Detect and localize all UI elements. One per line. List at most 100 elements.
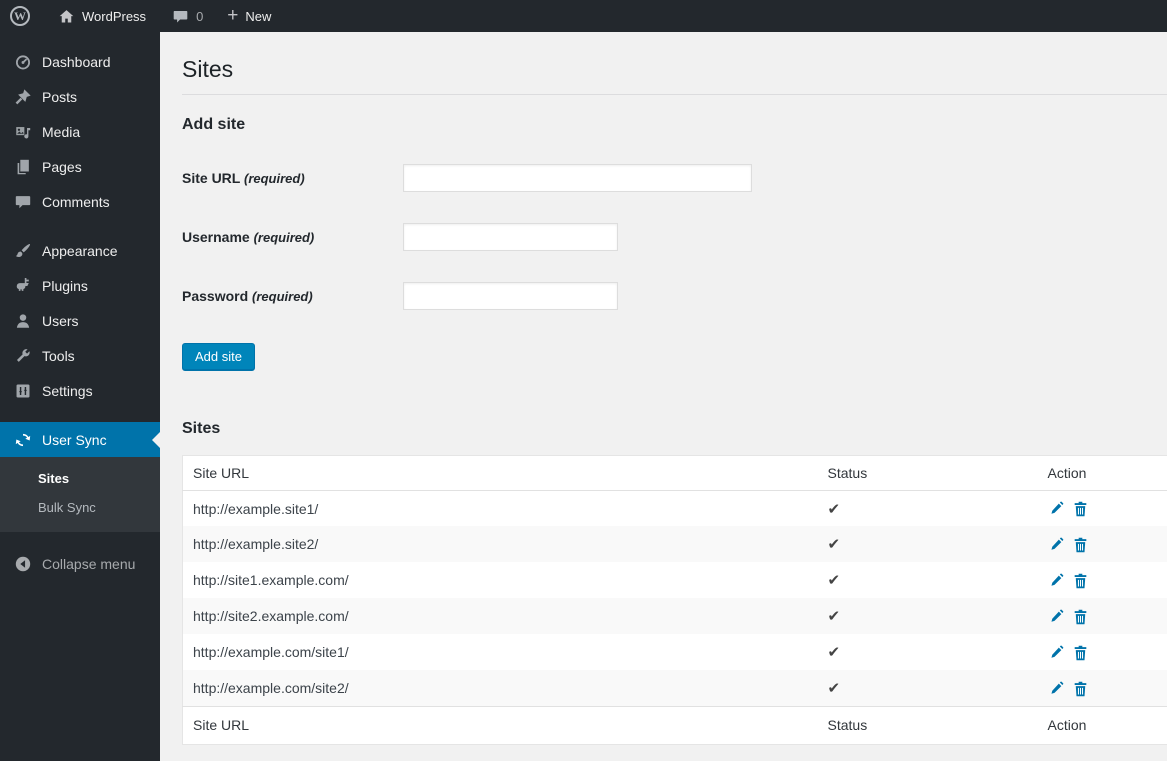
sidebar-item-comments[interactable]: Comments: [0, 184, 160, 219]
wrench-icon: [13, 346, 32, 365]
sidebar-item-posts[interactable]: Posts: [0, 79, 160, 114]
footer-site-url: Site URL: [182, 705, 818, 745]
pages-icon: [13, 157, 32, 176]
sidebar-item-label: Users: [42, 312, 79, 329]
delete-site-button[interactable]: [1073, 681, 1088, 697]
dashboard-icon: [13, 52, 32, 71]
sidebar-item-label: Appearance: [42, 242, 118, 259]
edit-site-button[interactable]: [1048, 645, 1064, 661]
pencil-icon: [1048, 501, 1064, 517]
site-url-cell: http://example.site2/: [193, 536, 319, 553]
edit-site-button[interactable]: [1048, 681, 1064, 697]
action-cell: [1038, 526, 1167, 562]
required-note: (required): [252, 288, 313, 304]
media-icon: [13, 122, 32, 141]
site-name-menu[interactable]: WordPress: [48, 0, 156, 32]
brush-icon: [13, 241, 32, 260]
password-row: Password (required): [182, 281, 1167, 310]
delete-site-button[interactable]: [1073, 609, 1088, 625]
comments-menu[interactable]: 0: [162, 0, 213, 32]
sidebar-item-user-sync[interactable]: User Sync: [0, 422, 160, 457]
menu-separator: [0, 408, 160, 422]
site-name-label: WordPress: [82, 8, 147, 24]
sidebar-item-label: Settings: [42, 382, 93, 399]
action-cell: [1038, 634, 1167, 670]
wordpress-logo-icon: W: [10, 6, 30, 26]
delete-site-button[interactable]: [1073, 573, 1088, 589]
delete-site-button[interactable]: [1073, 537, 1088, 553]
table-row: http://example.com/site1/ ✔: [183, 634, 1167, 670]
add-site-heading: Add site: [182, 115, 246, 133]
table-row: http://example.com/site2/ ✔: [182, 670, 1167, 707]
username-input[interactable]: [403, 222, 618, 251]
required-note: (required): [253, 229, 315, 245]
checkmark-icon: ✔: [827, 500, 841, 518]
column-header-site-url: Site URL: [182, 455, 818, 491]
sidebar-item-plugins[interactable]: Plugins: [0, 268, 160, 303]
collapse-menu-button[interactable]: Collapse menu: [0, 546, 160, 581]
table-row: http://example.site2/ ✔: [182, 526, 1167, 563]
edit-site-button[interactable]: [1048, 537, 1064, 553]
site-url-input[interactable]: [403, 163, 752, 192]
sidebar-item-label: Comments: [42, 193, 110, 210]
add-site-button[interactable]: Add site: [182, 342, 255, 371]
table-row: http://example.site1/ ✔: [183, 490, 1167, 526]
delete-site-button[interactable]: [1073, 501, 1088, 517]
checkmark-icon: ✔: [827, 572, 841, 590]
table-body: http://example.site1/ ✔: [182, 490, 1167, 707]
comments-count: 0: [196, 8, 204, 24]
sidebar-item-dashboard[interactable]: Dashboard: [0, 44, 160, 79]
site-url-cell: http://site1.example.com/: [193, 572, 349, 589]
column-header-status: Status: [817, 455, 1038, 491]
pencil-icon: [1048, 681, 1064, 697]
sidebar-item-tools[interactable]: Tools: [0, 338, 160, 373]
submenu-item-sites[interactable]: Sites: [38, 471, 70, 486]
footer-action: Action: [1037, 705, 1167, 745]
sidebar-item-users[interactable]: Users: [0, 303, 160, 338]
new-menu[interactable]: + New: [217, 0, 281, 32]
action-cell: [1038, 670, 1167, 706]
site-url-row: Site URL (required): [182, 163, 1167, 192]
add-site-form: Site URL (required) Username (required) …: [182, 163, 1167, 371]
pushpin-icon: [13, 87, 32, 106]
new-label: New: [245, 8, 272, 24]
checkmark-icon: ✔: [827, 644, 841, 662]
trash-icon: [1073, 609, 1088, 625]
edit-site-button[interactable]: [1048, 573, 1064, 589]
site-url-cell: http://example.com/site1/: [193, 644, 349, 661]
collapse-arrow-icon: [13, 554, 32, 573]
sites-table: Site URL Status Action http://example.si…: [182, 454, 1167, 745]
pencil-icon: [1048, 537, 1064, 553]
table-footer-row: Site URL Status Action: [182, 705, 1167, 745]
sidebar-item-label: User Sync: [42, 431, 107, 448]
trash-icon: [1073, 501, 1088, 517]
status-cell: ✔: [818, 670, 1038, 706]
main-content: Sites Add site Site URL (required) Usern…: [160, 32, 1167, 761]
site-url-label: Site URL (required): [182, 169, 305, 186]
status-cell: ✔: [818, 562, 1038, 598]
site-url-cell: http://example.site1/: [193, 500, 319, 517]
checkmark-icon: ✔: [827, 608, 841, 626]
delete-site-button[interactable]: [1073, 645, 1088, 661]
password-input[interactable]: [403, 281, 618, 310]
collapse-menu-label: Collapse menu: [42, 555, 136, 572]
sync-icon: [13, 430, 32, 449]
table-row: http://site1.example.com/ ✔: [183, 562, 1167, 598]
sidebar-item-media[interactable]: Media: [0, 114, 160, 149]
plus-icon: +: [227, 4, 239, 26]
trash-icon: [1073, 681, 1088, 697]
sidebar-item-settings[interactable]: Settings: [0, 373, 160, 408]
username-row: Username (required): [182, 222, 1167, 251]
sidebar-item-pages[interactable]: Pages: [0, 149, 160, 184]
edit-site-button[interactable]: [1048, 501, 1064, 517]
menu-separator: [0, 219, 160, 233]
username-label: Username (required): [182, 228, 315, 245]
column-header-action: Action: [1037, 455, 1167, 491]
pencil-icon: [1048, 645, 1064, 661]
wp-logo-menu[interactable]: W: [0, 0, 40, 32]
sidebar-item-appearance[interactable]: Appearance: [0, 233, 160, 268]
submenu-item-bulk-sync[interactable]: Bulk Sync: [38, 500, 96, 515]
action-cell: [1038, 562, 1167, 598]
sidebar-item-label: Plugins: [42, 277, 88, 294]
edit-site-button[interactable]: [1048, 609, 1064, 625]
